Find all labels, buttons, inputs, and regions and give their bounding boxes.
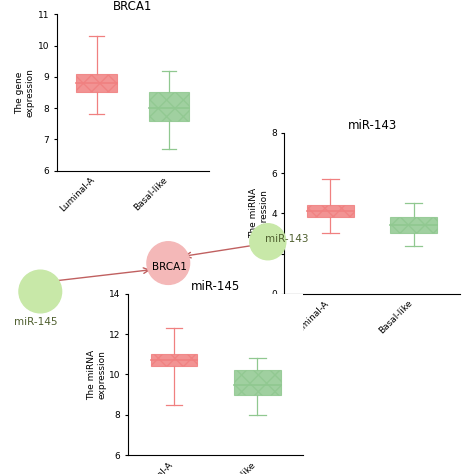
Text: BRCA1: BRCA1 [152, 262, 187, 272]
Text: miR-145: miR-145 [14, 317, 57, 328]
Bar [151, 355, 197, 366]
Y-axis label: The miRNA
expression: The miRNA expression [249, 188, 268, 238]
Text: miR-143: miR-143 [265, 234, 309, 245]
Bar [76, 73, 117, 92]
Y-axis label: The miRNA
expression: The miRNA expression [87, 349, 106, 400]
Title: miR-145: miR-145 [191, 280, 240, 293]
Title: miR-143: miR-143 [347, 118, 397, 132]
Title: BRCA1: BRCA1 [113, 0, 153, 13]
Bar [391, 217, 437, 234]
Bar [149, 92, 189, 120]
Bar [234, 371, 281, 394]
Y-axis label: The gene
expression: The gene expression [16, 68, 35, 117]
Bar [307, 205, 354, 217]
